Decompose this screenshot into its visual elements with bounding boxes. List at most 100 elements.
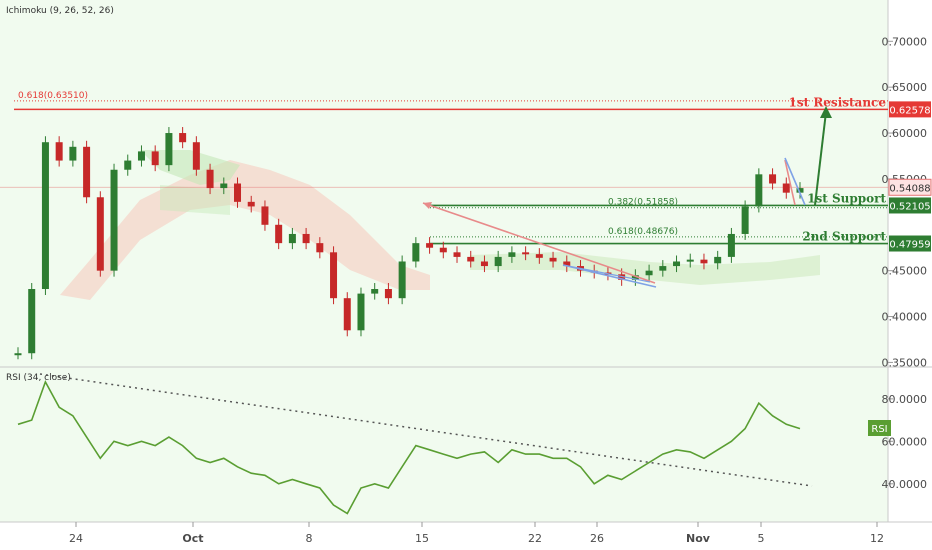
candle [316, 243, 324, 253]
candle [398, 261, 406, 299]
candle [179, 133, 187, 143]
candle [96, 197, 104, 271]
candle [467, 256, 475, 262]
x-tick-label: 12 [870, 532, 884, 545]
candle [343, 298, 351, 331]
rsi-label: RSI (34, close) [6, 373, 71, 383]
measure-arrow-red-head [423, 202, 432, 209]
level-label: 1st Support [807, 191, 886, 205]
candle [755, 174, 763, 207]
price-tag: 0.52105 [889, 201, 930, 212]
x-tick-label: Nov [686, 532, 711, 545]
price-tags: 0.62578 0.52105 0.47959 0.54088 [888, 101, 932, 252]
candle [673, 261, 681, 267]
candle [453, 252, 461, 257]
rsi-tick-label: 40.0000 [882, 478, 928, 491]
candle [41, 142, 49, 290]
candle [151, 151, 159, 166]
candle [563, 261, 571, 267]
price-tick-label: 0.70000 [882, 35, 928, 48]
candle [28, 289, 36, 354]
candle [782, 183, 790, 193]
price-tag-bg [889, 101, 931, 118]
price-tick-label: 0.60000 [882, 127, 928, 140]
candle [659, 266, 667, 271]
candle [261, 206, 269, 225]
candle [357, 293, 365, 331]
candle [645, 270, 653, 276]
x-tick-label: Oct [182, 532, 203, 545]
price-tag: 0.47959 [889, 240, 930, 251]
price-tick-label: 0.45000 [882, 265, 928, 278]
candle [69, 146, 77, 161]
price-tag-bg [889, 235, 931, 252]
fib-label: 0.618(0.63510) [18, 91, 88, 101]
level-label: 1st Resistance [789, 95, 887, 109]
candle [302, 233, 310, 244]
price-tick-label: 0.40000 [882, 311, 928, 324]
candle [220, 183, 228, 189]
x-tick-label: 5 [758, 532, 765, 545]
candle [480, 261, 488, 267]
candle [535, 254, 543, 258]
candle [384, 289, 392, 299]
forecast-arrow [814, 111, 827, 206]
candle [769, 174, 777, 184]
price-tag-bg [889, 197, 931, 214]
x-tick-label: 22 [528, 532, 542, 545]
rsi-badge: RSI [871, 424, 887, 435]
price-tick-label: 0.35000 [882, 356, 928, 369]
measure-arrow-red [422, 202, 656, 284]
level-label: 2nd Support [802, 230, 886, 244]
fib-label: 0.618(0.48676) [608, 227, 678, 237]
candle [165, 133, 173, 166]
candle [686, 259, 694, 262]
measure-arrow-blue [562, 264, 657, 288]
candle [288, 233, 296, 244]
candle [371, 289, 379, 294]
candle [508, 252, 516, 257]
last-price-tag-bg [888, 178, 932, 196]
candle [110, 169, 118, 271]
time-x-axis: 24 Oct 8 15 22 26 Nov 5 12 [69, 522, 884, 545]
candle [522, 252, 530, 255]
candle [83, 146, 91, 198]
x-tick-label: 26 [590, 532, 604, 545]
candle [796, 188, 804, 193]
price-levels: 0.618(0.63510) 1st Resistance 1st Support 0… [0, 91, 888, 245]
candle [275, 224, 283, 244]
candle [618, 274, 626, 280]
measure-arrow-blue-2 [562, 264, 651, 283]
forecast-arrow-head [820, 106, 832, 118]
ichimoku-label: Ichimoku (9, 26, 52, 26) [6, 6, 114, 16]
rsi-y-axis: 80.0000 60.0000 40.0000 [882, 393, 928, 491]
rsi-tick-label: 60.0000 [882, 435, 928, 448]
pattern-line-1 [784, 159, 796, 206]
candle [247, 201, 255, 207]
candle [234, 183, 242, 202]
candle [631, 275, 639, 280]
candle [426, 243, 434, 248]
rsi-pane-bg [0, 367, 888, 522]
candle [439, 247, 447, 253]
candle [741, 206, 749, 234]
candle [727, 233, 735, 257]
candle [714, 256, 722, 264]
candle [330, 252, 338, 299]
candle [14, 353, 22, 356]
candle [700, 259, 708, 264]
candle [549, 257, 557, 262]
candle [412, 243, 420, 262]
drawing-tools [422, 106, 832, 288]
price-tick-label: 0.65000 [882, 81, 928, 94]
price-candles [14, 127, 804, 360]
x-tick-label: 24 [69, 532, 83, 545]
rsi-line [17, 379, 801, 515]
candle [206, 169, 214, 189]
candle [124, 160, 132, 170]
candle [137, 151, 145, 161]
pattern-line-2 [784, 157, 806, 206]
fib-label: 0.382(0.51858) [608, 198, 678, 208]
rsi-badge-bg [868, 420, 891, 436]
